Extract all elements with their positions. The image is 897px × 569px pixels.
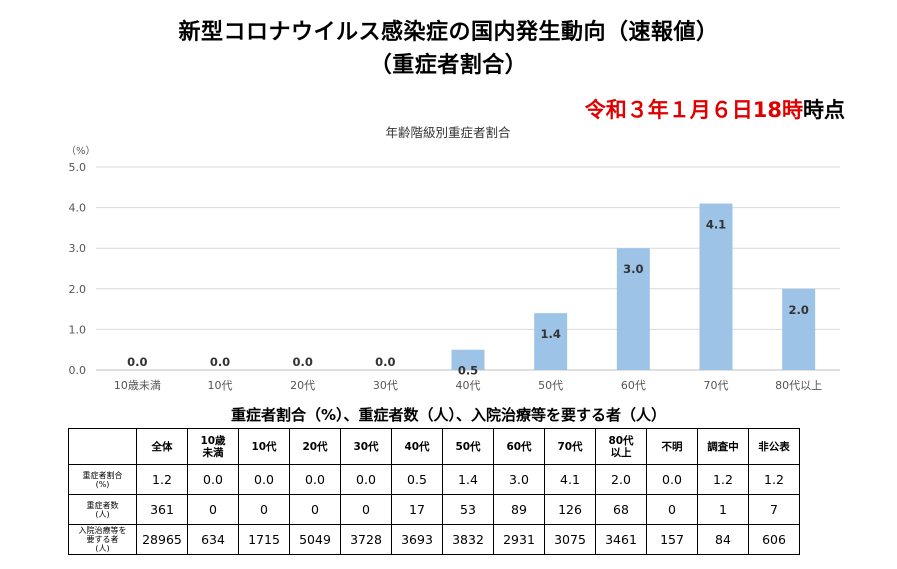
data-label: 4.1	[706, 218, 726, 232]
x-tick-label: 10代	[208, 379, 233, 392]
column-header: 不明	[646, 428, 698, 465]
table-cell: 17	[391, 494, 443, 525]
table-cell: 53	[442, 494, 494, 525]
column-header: 非公表	[748, 428, 800, 465]
table-cell: 3728	[340, 524, 392, 555]
table-cell: 0.0	[238, 464, 290, 495]
y-axis-unit: （%）	[66, 145, 96, 157]
table-cell: 1.2	[748, 464, 800, 495]
data-label: 0.0	[292, 355, 312, 369]
table-cell: 89	[493, 494, 545, 525]
bar-chart: 年齢階級別重症者割合 （%） 0.0 1.0 2.0 3.0 4.0 5.0 0.0 10歳未満 0…	[66, 125, 840, 392]
x-tick-label: 10歳未満	[114, 379, 161, 392]
table-cell: 157	[646, 524, 698, 555]
table-header-row: 全体 10歳 未満 10代 20代 30代 40代 50代 60代 70代 80代 以上 不明 調査中 非公…	[68, 428, 800, 465]
table-cell: 0.0	[646, 464, 698, 495]
x-tick-label: 70代	[704, 379, 729, 392]
y-tick-label: 3.0	[69, 242, 87, 255]
table-cell: 606	[748, 524, 800, 555]
x-tick-label: 20代	[290, 379, 315, 392]
table-cell: 28965	[136, 524, 188, 555]
column-header: 10歳 未満	[187, 428, 239, 465]
table-cell: 3832	[442, 524, 494, 555]
y-tick-label: 5.0	[69, 161, 87, 174]
page-title: 新型コロナウイルス感染症の国内発生動向（速報値）	[178, 20, 719, 45]
column-header: 10代	[238, 428, 290, 465]
table-cell: 1	[697, 494, 749, 525]
table-row: 重症者数 (人) 361 0 0 0 0 17 53 89 126 68 0 1 7	[68, 494, 800, 525]
table-cell: 68	[595, 494, 647, 525]
column-header: 50代	[442, 428, 494, 465]
column-header: 調査中	[697, 428, 749, 465]
row-header: 重症者割合 (%)	[68, 464, 137, 495]
table-cell: 84	[697, 524, 749, 555]
column-header: 全体	[136, 428, 188, 465]
column-header: 20代	[289, 428, 341, 465]
data-label: 0.5	[458, 364, 478, 378]
data-label: 1.4	[540, 327, 560, 341]
y-tick-label: 2.0	[69, 283, 87, 296]
as-of-date: 令和３年１月６日18時時点	[585, 94, 845, 124]
table-cell: 0	[187, 494, 239, 525]
table-cell: 3693	[391, 524, 443, 555]
y-tick-label: 0.0	[69, 364, 87, 377]
x-tick-label: 30代	[373, 379, 398, 392]
table-cell: 0	[646, 494, 698, 525]
table-row: 重症者割合 (%) 1.2 0.0 0.0 0.0 0.0 0.5 1.4 3.0 4.1 2.0 0.…	[68, 464, 800, 495]
page-subtitle: （重症者割合）	[369, 53, 528, 78]
table-cell: 0	[340, 494, 392, 525]
table-cell: 3.0	[493, 464, 545, 495]
y-tick-label: 1.0	[69, 323, 87, 336]
table-cell: 1.2	[697, 464, 749, 495]
table-cell: 1715	[238, 524, 290, 555]
x-tick-label: 40代	[456, 379, 481, 392]
table-row: 入院治療等を 要する者 (人) 28965 634 1715 5049 3728 3693 383…	[68, 524, 800, 555]
table-cell: 0.0	[187, 464, 239, 495]
table-cell: 3461	[595, 524, 647, 555]
table-cell: 634	[187, 524, 239, 555]
data-label: 0.0	[127, 355, 147, 369]
table-cell: 126	[544, 494, 596, 525]
table-cell: 361	[136, 494, 188, 525]
table-cell: 5049	[289, 524, 341, 555]
x-tick-label: 60代	[621, 379, 646, 392]
table-title: 重症者割合（%）、重症者数（人）、入院治療等を要する者（人）	[230, 406, 667, 424]
bar	[699, 203, 733, 370]
x-tick-label: 80代以上	[775, 379, 822, 392]
data-label: 3.0	[623, 262, 643, 276]
bar	[782, 288, 816, 370]
column-header: 80代 以上	[595, 428, 647, 465]
x-tick-label: 50代	[538, 379, 563, 392]
bar	[451, 349, 485, 370]
column-header: 60代	[493, 428, 545, 465]
as-of-suffix: 時点	[803, 98, 845, 122]
table-cell: 0.0	[340, 464, 392, 495]
table-cell: 1.2	[136, 464, 188, 495]
column-header: 40代	[391, 428, 443, 465]
table-cell: 7	[748, 494, 800, 525]
data-label: 0.0	[375, 355, 395, 369]
y-tick-label: 4.0	[69, 202, 87, 215]
table-cell: 0	[289, 494, 341, 525]
table-cell: 0.0	[289, 464, 341, 495]
table-cell: 1.4	[442, 464, 494, 495]
row-header: 重症者数 (人)	[68, 494, 137, 525]
column-header: 30代	[340, 428, 392, 465]
bar	[616, 248, 650, 370]
row-header: 入院治療等を 要する者 (人)	[68, 524, 137, 555]
table-cell: 2931	[493, 524, 545, 555]
table-corner	[68, 428, 137, 465]
bar	[534, 313, 568, 370]
table-cell: 0	[238, 494, 290, 525]
column-header: 70代	[544, 428, 596, 465]
data-label: 2.0	[788, 303, 808, 317]
as-of-date-value: 令和３年１月６日18時	[584, 98, 803, 122]
table-cell: 4.1	[544, 464, 596, 495]
table-cell: 3075	[544, 524, 596, 555]
table-cell: 0.5	[391, 464, 443, 495]
table-cell: 2.0	[595, 464, 647, 495]
data-table: 全体 10歳 未満 10代 20代 30代 40代 50代 60代 70代 80代 以上 不明 調査中 非公…	[68, 428, 800, 555]
chart-title: 年齢階級別重症者割合	[385, 125, 511, 140]
data-label: 0.0	[210, 355, 230, 369]
